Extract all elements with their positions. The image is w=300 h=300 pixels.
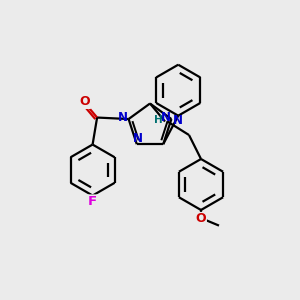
- Text: N: N: [172, 114, 182, 127]
- Text: O: O: [196, 212, 206, 226]
- Text: F: F: [88, 195, 97, 208]
- Text: N: N: [160, 111, 171, 124]
- Text: N: N: [118, 111, 128, 124]
- Text: H: H: [154, 115, 163, 125]
- Text: O: O: [80, 95, 90, 108]
- Text: N: N: [133, 132, 143, 145]
